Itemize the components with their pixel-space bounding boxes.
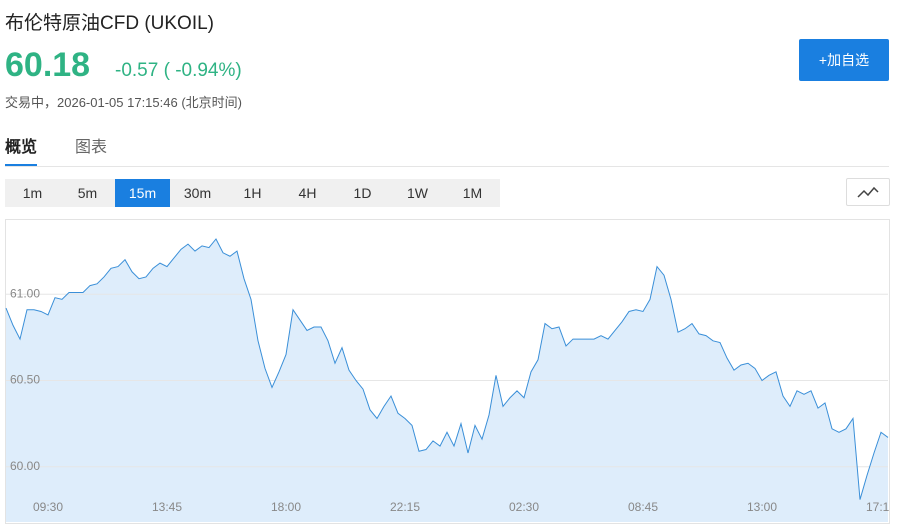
- interval-button[interactable]: 30m: [183, 185, 212, 201]
- trading-status: 交易中，2026-01-05 17:15:46 (北京时间): [5, 95, 242, 110]
- tab-bar: 概览 图表: [5, 133, 889, 167]
- x-tick-label: 13:45: [152, 500, 182, 514]
- x-tick-label: 18:00: [271, 500, 301, 514]
- x-tick-label: 09:30: [33, 500, 63, 514]
- x-tick-label: 02:30: [509, 500, 539, 514]
- x-tick-label: 08:45: [628, 500, 658, 514]
- interval-button[interactable]: 15m: [115, 179, 170, 207]
- price-change: -0.57 ( -0.94%): [115, 60, 242, 81]
- x-tick-label: 13:00: [747, 500, 777, 514]
- price: 60.18: [5, 46, 91, 84]
- x-tick-label: 17:15: [866, 500, 896, 514]
- instrument-title: 布伦特原油CFD (UKOIL): [5, 13, 215, 34]
- add-watchlist-button[interactable]: +加自选: [799, 39, 889, 81]
- interval-button[interactable]: 1W: [407, 185, 428, 201]
- chart-style-icon: [857, 186, 879, 198]
- x-tick-label: 22:15: [390, 500, 420, 514]
- price-line: [5, 238, 889, 500]
- interval-button[interactable]: 1H: [243, 185, 262, 201]
- interval-bar: 1m 5m 15m 30m 1H 4H 1D 1W 1M: [5, 179, 500, 207]
- interval-button[interactable]: 1M: [462, 185, 483, 201]
- interval-button[interactable]: 1D: [353, 185, 372, 201]
- interval-button[interactable]: 1m: [22, 185, 43, 201]
- interval-button[interactable]: 5m: [77, 185, 98, 201]
- tab[interactable]: 概览: [5, 133, 38, 166]
- y-tick-label: 60.00: [10, 459, 40, 473]
- y-tick-label: 61.00: [10, 286, 40, 300]
- interval-button[interactable]: 4H: [298, 185, 317, 201]
- tab[interactable]: 图表: [75, 139, 108, 156]
- area-fill: [6, 238, 888, 523]
- y-tick-label: 60.50: [10, 373, 40, 387]
- chart-style-button[interactable]: [846, 178, 890, 206]
